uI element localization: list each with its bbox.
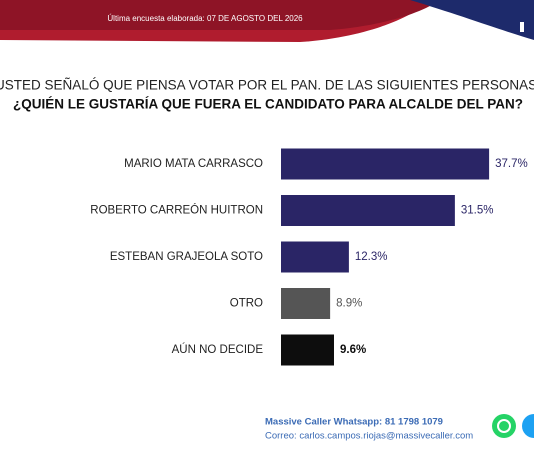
- footer-email: Correo: carlos.campos.riojas@massivecall…: [265, 431, 473, 442]
- value-label: 8.9%: [336, 298, 362, 310]
- category-label: AÚN NO DECIDE: [172, 343, 264, 356]
- whatsapp-icon: [492, 414, 516, 438]
- category-label: OTRO: [230, 298, 263, 310]
- bar: [281, 195, 455, 226]
- value-label: 31.5%: [461, 205, 494, 217]
- category-label: MARIO MATA CARRASCO: [124, 158, 263, 170]
- bar: [281, 288, 331, 319]
- header-corner: [410, 0, 534, 40]
- value-label: 9.6%: [340, 344, 366, 356]
- bar: [281, 148, 490, 180]
- chart-subtitle: ¿QUIÉN LE GUSTARÍA QUE FUERA EL CANDIDAT…: [13, 97, 523, 112]
- category-label: ESTEBAN GRAJEOLA SOTO: [110, 251, 263, 263]
- twitter-icon: [522, 414, 534, 438]
- value-label: 12.3%: [355, 251, 388, 263]
- bar: [281, 241, 349, 273]
- whatsapp-icon-inner: [497, 419, 511, 433]
- bar: [281, 334, 334, 366]
- value-label: 37.7%: [495, 158, 528, 170]
- category-label: ROBERTO CARREÓN HUITRON: [90, 204, 263, 217]
- logo-mark: [520, 22, 524, 32]
- footer-whatsapp: Massive Caller Whatsapp: 81 1798 1079: [265, 417, 443, 428]
- date-note: Última encuesta elaborada: 07 DE AGOSTO …: [107, 14, 303, 23]
- header-band-dark: [0, 0, 440, 30]
- chart-title: USTED SEÑALÓ QUE PIENSA VOTAR POR EL PAN…: [0, 78, 534, 93]
- footer: Massive Caller Whatsapp: 81 1798 1079 Co…: [265, 414, 534, 442]
